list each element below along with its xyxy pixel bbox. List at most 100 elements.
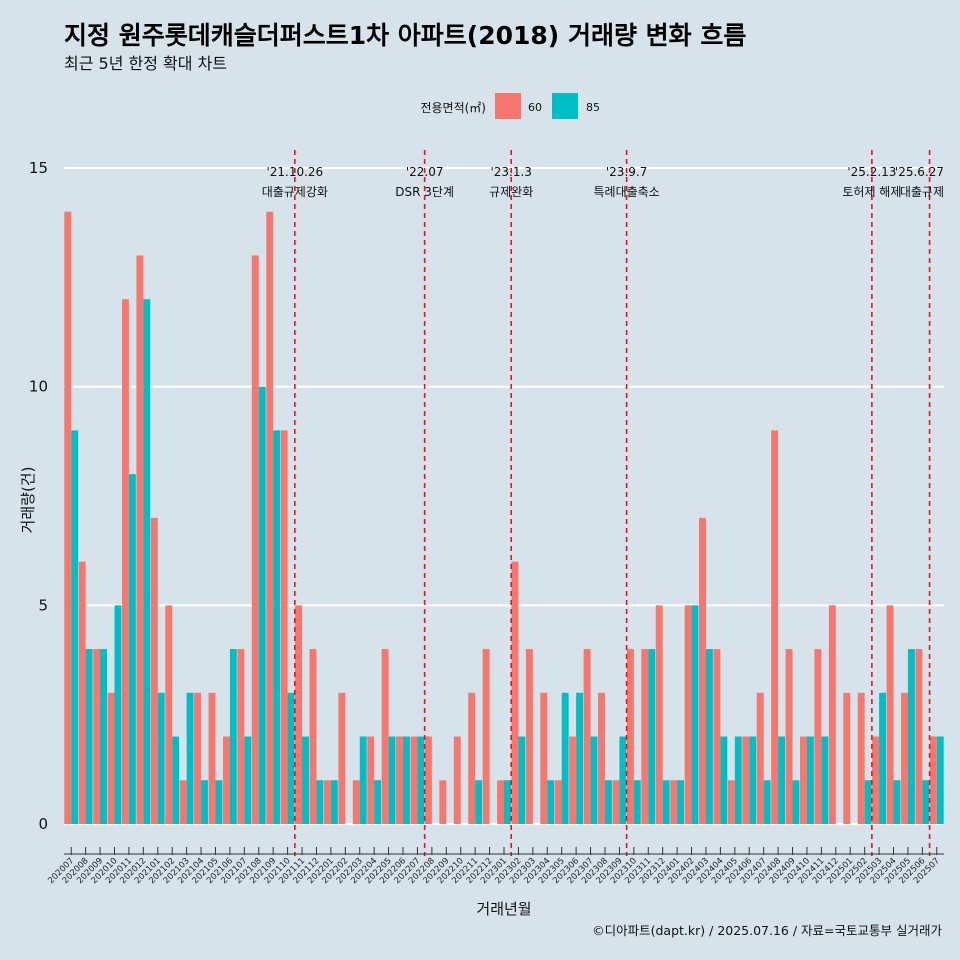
bar-60-202104 (194, 692, 202, 824)
y-tick-label: 0 (38, 815, 48, 833)
bar-85-202304 (547, 780, 555, 824)
bar-85-202404 (720, 736, 728, 824)
bar-60-202304 (540, 692, 548, 824)
bar-85-202310 (633, 780, 641, 824)
bar-85-202305 (561, 692, 569, 824)
chart-subtitle: 최근 5년 한정 확대 차트 (64, 54, 227, 73)
y-tick-label: 10 (29, 378, 48, 396)
bar-85-202105 (215, 780, 223, 824)
bar-85-202010 (114, 605, 122, 824)
event-date: '25.2.13 (847, 165, 896, 179)
bar-60-202007 (64, 211, 72, 825)
bar-60-202207 (410, 736, 418, 824)
bar-60-202411 (814, 649, 822, 824)
bar-60-202107 (237, 649, 245, 824)
y-axis-ticks: 0 5 10 15 (29, 159, 48, 833)
bar-60-202301 (497, 780, 504, 824)
bar-60-202401 (670, 780, 678, 824)
bar-85-202409 (792, 780, 800, 824)
bar-85-202203 (359, 736, 367, 824)
bar-60-202501 (843, 692, 851, 824)
bar-60-202101 (150, 517, 158, 824)
legend-label-60: 60 (528, 101, 542, 114)
bar-85-202408 (778, 736, 786, 824)
event-label: 규제완화 (489, 185, 533, 199)
bar-85-202112 (316, 780, 324, 824)
bar-60-202212 (482, 649, 490, 824)
bar-60-202204 (367, 736, 375, 824)
bar-85-202107 (244, 736, 252, 824)
bar-60-202106 (222, 736, 230, 824)
bar-60-202412 (828, 605, 836, 824)
bar-85-202108 (258, 386, 266, 824)
bar-60-202209 (439, 780, 447, 824)
bar-60-202201 (323, 780, 331, 824)
bar-60-202404 (713, 649, 721, 824)
bar-60-202308 (598, 692, 605, 824)
bar-85-202101 (157, 692, 165, 824)
bar-60-202410 (800, 736, 807, 824)
event-label: DSR 3단계 (395, 185, 454, 199)
bar-85-202503 (879, 692, 886, 824)
bar-85-202506 (922, 780, 930, 824)
bar-60-202009 (93, 649, 101, 824)
bar-60-202205 (381, 649, 389, 824)
legend-swatch-60 (495, 93, 521, 119)
event-date: '23.9.7 (606, 165, 647, 179)
bar-60-202403 (699, 517, 706, 824)
bar-85-202308 (604, 780, 612, 824)
bar-60-202008 (78, 561, 86, 824)
bar-85-202102 (172, 736, 180, 824)
bar-85-202403 (705, 649, 713, 824)
bars (64, 211, 944, 825)
bar-60-202507 (929, 736, 937, 824)
event-date: '21.10.26 (266, 165, 323, 179)
event-lines: '21.10.26 대출규제강화 '22.07 DSR 3단계 '23.1.3 규제완화 '… (262, 150, 944, 856)
bar-60-202409 (785, 649, 793, 824)
bar-60-202405 (727, 780, 735, 824)
legend-title: 전용면적(㎡) (420, 101, 486, 115)
bar-85-202401 (677, 780, 685, 824)
bar-85-202207 (417, 736, 425, 824)
bar-85-202312 (662, 780, 670, 824)
bar-85-202211 (475, 780, 483, 824)
bar-60-202408 (771, 430, 779, 824)
bar-60-202309 (612, 780, 620, 824)
event-date: '23.1.3 (490, 165, 531, 179)
bar-60-202010 (107, 692, 115, 824)
bar-60-202303 (525, 649, 533, 824)
bar-85-202302 (518, 736, 526, 824)
bar-85-202007 (71, 430, 79, 824)
event-label: 대출규제 (900, 185, 944, 199)
bar-60-202307 (583, 649, 591, 824)
bar-85-202201 (330, 780, 338, 824)
chart-title: 지정 원주롯데캐슬더퍼스트1차 아파트(2018) 거래량 변화 흐름 (64, 21, 746, 50)
bar-60-202109 (266, 211, 274, 825)
legend-label-85: 85 (586, 101, 600, 114)
bar-60-202504 (886, 605, 894, 824)
y-axis-label: 거래량(건) (19, 467, 37, 534)
bar-60-202302 (511, 561, 519, 824)
legend: 전용면적(㎡) 60 85 (420, 93, 600, 119)
bar-60-202407 (756, 692, 764, 824)
bar-85-202502 (864, 780, 872, 824)
bar-60-202102 (165, 605, 173, 824)
y-tick-label: 15 (29, 159, 48, 177)
bar-85-202406 (749, 736, 757, 824)
bar-60-202103 (179, 780, 187, 824)
chart-caption: ©디아파트(dapt.kr) / 2025.07.16 / 자료=국토교통부 실… (592, 923, 942, 938)
bar-60-202202 (338, 692, 346, 824)
bar-60-202110 (280, 430, 288, 824)
bar-60-202108 (251, 255, 259, 825)
bar-60-202406 (742, 736, 750, 824)
bar-85-202405 (734, 736, 742, 824)
bar-85-202205 (388, 736, 396, 824)
bar-60-202305 (554, 780, 562, 824)
bar-60-202502 (857, 692, 865, 824)
bar-85-202012 (143, 299, 151, 824)
bar-85-202507 (936, 736, 944, 824)
bar-85-202407 (763, 780, 771, 824)
bar-85-202110 (287, 692, 295, 824)
bar-60-202111 (295, 605, 303, 824)
